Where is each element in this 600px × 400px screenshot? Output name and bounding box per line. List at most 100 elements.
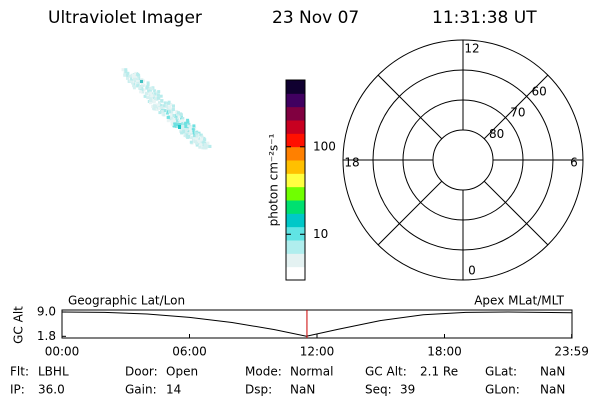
image-pixel: [178, 123, 182, 126]
image-pixel: [159, 94, 163, 98]
image-pixel: [156, 103, 160, 107]
status-value: 2.1 Re: [420, 365, 458, 379]
image-pixel: [186, 125, 190, 129]
time-title: 11:31:38 UT: [432, 8, 537, 28]
colorbar-segment: [286, 120, 305, 134]
image-pixel: [168, 117, 172, 121]
orbit-x-tick-label: 00:00: [45, 345, 80, 359]
image-pixel: [163, 109, 167, 112]
image-pixel: [154, 94, 158, 98]
orbit-y-tick-label: 1.8: [37, 329, 56, 343]
polar-spoke: [483, 180, 549, 246]
image-pixel: [121, 68, 125, 72]
image-pixel: [175, 115, 179, 119]
polar-mlt-label: 12: [464, 42, 479, 56]
image-pixel: [153, 89, 157, 93]
image-pixel: [201, 140, 205, 144]
image-pixel: [152, 104, 156, 108]
colorbar-segment: [286, 80, 305, 94]
image-pixel: [187, 122, 191, 126]
image-pixel: [136, 72, 140, 76]
polar-mlt-label: 6: [570, 156, 578, 170]
image-pixel: [189, 131, 193, 135]
image-pixel: [174, 125, 178, 128]
polar-spoke: [377, 180, 443, 246]
colorbar-segment: [286, 106, 305, 121]
image-pixel: [160, 110, 164, 114]
polar-ring-label: 60: [531, 84, 546, 98]
image-pixel: [170, 120, 174, 123]
image-pixel: [206, 144, 210, 148]
image-pixel: [137, 76, 141, 79]
colorbar-segment: [286, 253, 305, 268]
image-pixel: [156, 93, 160, 97]
image-pixel: [150, 87, 154, 91]
status-value: NaN: [540, 365, 565, 379]
image-pixel: [160, 108, 164, 112]
image-pixel: [124, 68, 128, 72]
image-pixel: [170, 116, 174, 120]
colorbar-segment: [286, 200, 305, 214]
image-pixel: [160, 99, 164, 103]
image-pixel: [183, 134, 187, 138]
image-pixel: [146, 83, 150, 87]
image-pixel: [199, 144, 203, 148]
image-pixel: [198, 145, 202, 149]
image-pixel: [197, 131, 201, 135]
image-pixel: [141, 90, 144, 94]
image-pixel: [149, 91, 153, 95]
image-pixel: [202, 146, 206, 150]
image-pixel: [162, 113, 166, 117]
image-pixel: [179, 129, 183, 133]
image-pixel: [182, 129, 186, 133]
image-pixel: [195, 141, 199, 145]
status-value: 36.0: [38, 383, 65, 397]
image-pixel: [185, 123, 189, 127]
image-pixel: [133, 77, 137, 81]
status-label: GC Alt:: [365, 365, 407, 379]
orbit-y-label: GC Alt: [12, 306, 26, 344]
image-pixel: [204, 146, 208, 150]
colorbar-tick-label: 100: [313, 139, 336, 153]
colorbar-segment: [286, 213, 305, 228]
image-pixel: [196, 137, 200, 141]
image-pixel: [141, 82, 145, 86]
image-pixel: [177, 111, 180, 115]
image-pixel: [146, 96, 150, 100]
orbit-y-tick-label: 9.0: [37, 305, 56, 319]
image-pixel: [193, 134, 196, 138]
image-pixel: [128, 74, 132, 78]
image-pixel: [195, 134, 199, 138]
image-pixel: [206, 141, 210, 145]
image-pixel: [147, 86, 151, 90]
instrument-title: Ultraviolet Imager: [48, 8, 202, 28]
colorbar-segment: [286, 173, 305, 188]
colorbar-segment: [286, 93, 305, 108]
image-pixel: [140, 78, 144, 82]
image-pixel: [142, 88, 146, 92]
image-pixel: [155, 105, 159, 108]
status-label: Dsp:: [245, 383, 272, 397]
image-pixel: [134, 75, 138, 79]
orbit-x-tick-label: 23:59: [554, 345, 589, 359]
image-pixel: [166, 107, 170, 111]
image-pixel: [138, 86, 142, 90]
image-pixel: [172, 114, 176, 117]
status-value: Open: [166, 365, 198, 379]
image-pixel: [166, 101, 170, 105]
image-pixel: [175, 123, 179, 127]
polar-spoke: [483, 74, 549, 140]
image-pixel: [186, 120, 190, 124]
image-pixel: [126, 73, 130, 77]
image-pixel: [200, 141, 204, 145]
image-pixel: [208, 145, 212, 148]
status-label: Flt:: [10, 365, 29, 379]
orbit-left-label: Geographic Lat/Lon: [68, 294, 185, 308]
image-pixel: [131, 73, 135, 77]
image-pixel: [132, 86, 136, 90]
image-pixel: [191, 128, 195, 132]
image-pixel: [194, 132, 198, 135]
status-value: 39: [400, 383, 415, 397]
image-pixel: [177, 115, 181, 119]
